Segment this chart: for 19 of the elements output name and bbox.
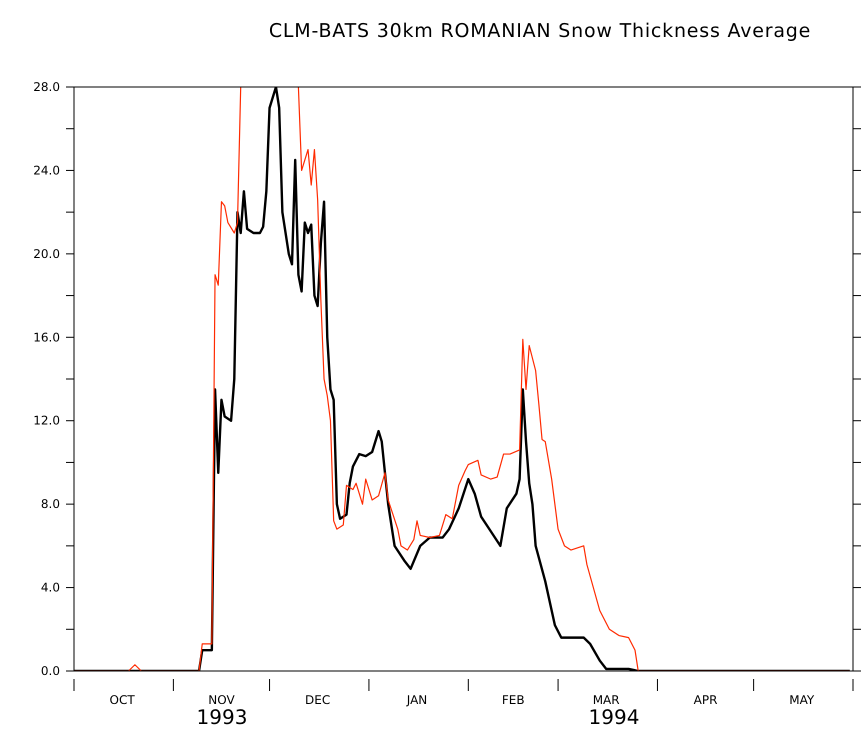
x-tick-label: NOV [208, 693, 236, 707]
x-tick-label: MAR [592, 693, 620, 707]
text: 1994 [588, 705, 640, 729]
y-tick-label: 28.0 [33, 80, 60, 94]
x-tick-label: MAY [789, 693, 815, 707]
x-tick-label: JAN [406, 693, 428, 707]
x-tick-label: DEC [305, 693, 330, 707]
y-tick-label: 0.0 [40, 664, 60, 678]
y-tick-label: 4.0 [40, 580, 60, 595]
y-tick-label: 20.0 [33, 246, 60, 261]
y-tick-label: 24.0 [33, 163, 60, 178]
y-tick-label: 16.0 [33, 330, 60, 344]
x-tick-label: OCT [110, 693, 136, 707]
x-tick-label: APR [694, 693, 718, 707]
text: 1993 [196, 705, 248, 729]
chart-title: CLM-BATS 30km ROMANIAN Snow Thickness Average [268, 20, 812, 42]
y-tick-label: 8.0 [40, 497, 60, 512]
x-tick-label: FEB [502, 693, 525, 707]
y-tick-label: 12.0 [33, 414, 60, 428]
